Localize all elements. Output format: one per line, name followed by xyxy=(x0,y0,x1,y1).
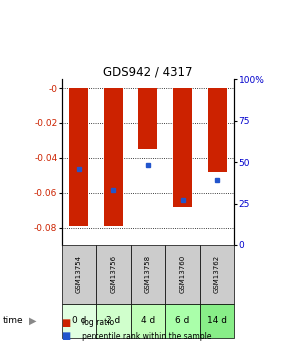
Bar xyxy=(208,88,226,172)
Bar xyxy=(96,245,131,304)
Bar xyxy=(104,88,123,226)
Bar xyxy=(131,245,165,304)
Text: 0 d: 0 d xyxy=(71,316,86,325)
Bar xyxy=(173,88,192,207)
Text: 6 d: 6 d xyxy=(175,316,190,325)
Text: GSM13754: GSM13754 xyxy=(76,255,82,293)
Text: log ratio: log ratio xyxy=(82,318,114,327)
Text: GSM13758: GSM13758 xyxy=(145,255,151,293)
Bar xyxy=(200,245,234,304)
Text: ■: ■ xyxy=(62,332,71,341)
Bar xyxy=(69,88,88,226)
Title: GDS942 / 4317: GDS942 / 4317 xyxy=(103,65,193,78)
Bar xyxy=(62,304,96,338)
Bar xyxy=(200,304,234,338)
Text: GSM13760: GSM13760 xyxy=(180,255,185,293)
Text: ▶: ▶ xyxy=(29,316,37,326)
Text: percentile rank within the sample: percentile rank within the sample xyxy=(82,332,212,341)
Text: 14 d: 14 d xyxy=(207,316,227,325)
Bar xyxy=(96,304,131,338)
Text: GSM13756: GSM13756 xyxy=(110,255,116,293)
Text: 2 d: 2 d xyxy=(106,316,120,325)
Text: GSM13762: GSM13762 xyxy=(214,255,220,293)
Text: 4 d: 4 d xyxy=(141,316,155,325)
Bar xyxy=(165,245,200,304)
Bar xyxy=(165,304,200,338)
Bar xyxy=(139,88,157,149)
Bar xyxy=(131,304,165,338)
Text: ■: ■ xyxy=(62,318,71,327)
Text: time: time xyxy=(3,316,23,325)
Bar xyxy=(62,245,96,304)
